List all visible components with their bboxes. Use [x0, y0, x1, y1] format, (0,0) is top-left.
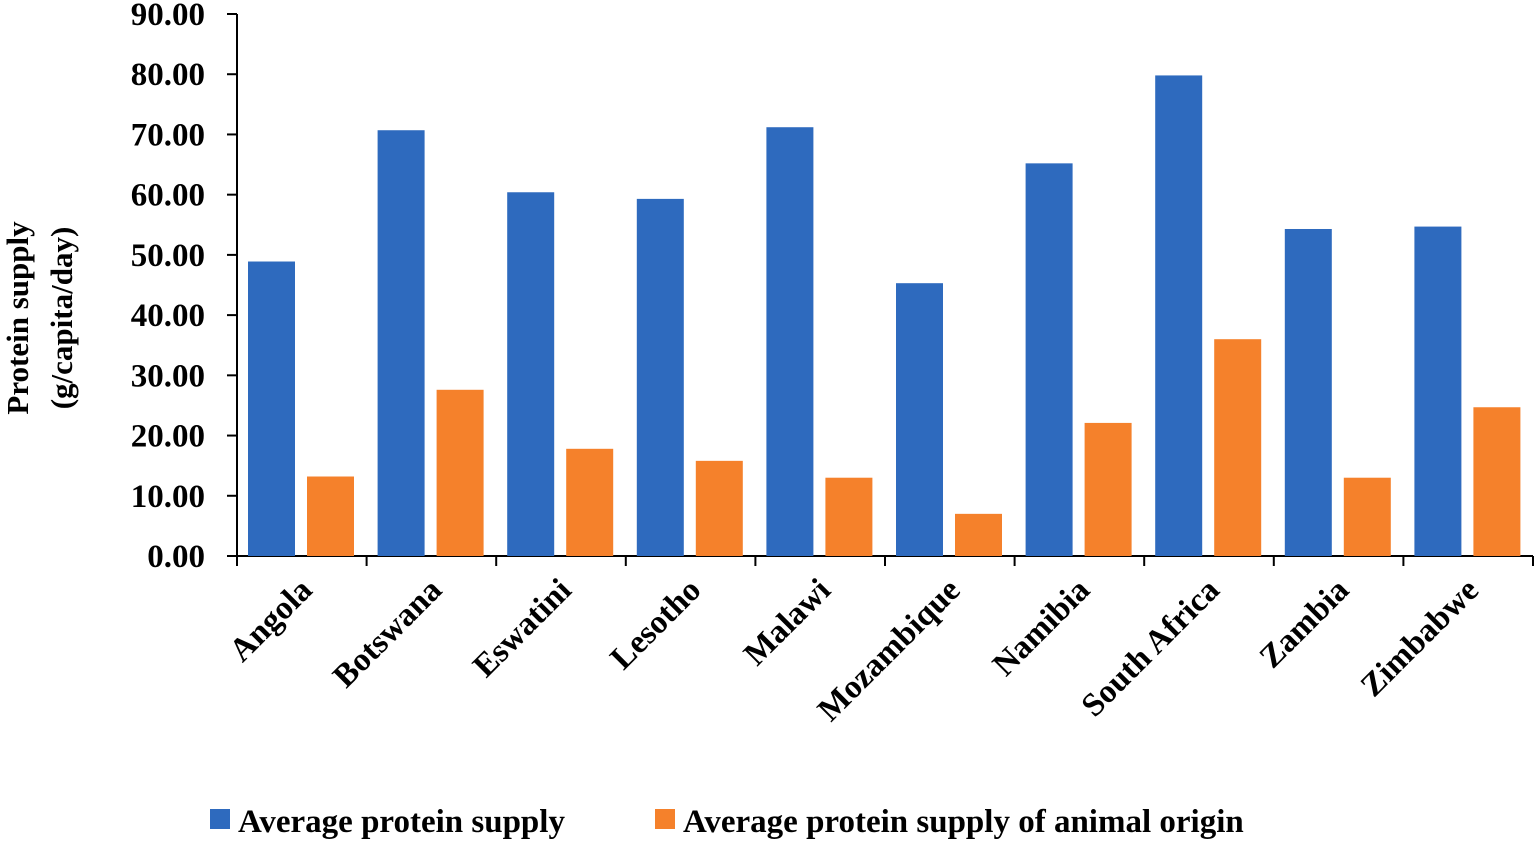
x-tick-label: Zimbabwe [1354, 572, 1486, 704]
bar-total [896, 283, 943, 556]
x-tick-label: Lesotho [604, 572, 709, 677]
bar-total [507, 192, 555, 556]
y-axis-title-line-2: (g/capita/day) [44, 227, 79, 410]
x-tick-label: Botswana [326, 572, 449, 695]
x-tick-label: Angola [223, 572, 320, 669]
bar-total [248, 261, 295, 556]
legend-swatch [655, 809, 675, 829]
y-tick-label: 70.00 [131, 117, 205, 153]
bar-total [377, 130, 425, 556]
y-axis-title-line-1: Protein supply [0, 221, 35, 415]
bar-total [1284, 228, 1332, 556]
y-tick-label: 20.00 [131, 419, 205, 455]
bar-animal [436, 389, 484, 556]
y-axis-title: Protein supply (g/capita/day) [0, 221, 79, 415]
y-tick-label: 40.00 [131, 298, 205, 334]
y-tick-label: 60.00 [131, 178, 205, 214]
y-tick-label: 30.00 [131, 358, 205, 394]
y-tick-label: 90.00 [131, 0, 205, 33]
bar-animal [307, 476, 354, 556]
bar-animal [1473, 407, 1521, 556]
y-tick-label: 10.00 [131, 479, 205, 515]
x-tick-label: South Africa [1075, 572, 1227, 724]
y-tick-label: 0.00 [147, 539, 205, 575]
x-tick-label: Eswatini [466, 572, 578, 684]
legend-label: Average protein supply [238, 804, 565, 840]
y-tick-label: 50.00 [131, 238, 205, 274]
bar-animal [1084, 422, 1132, 556]
bar-total [1414, 226, 1462, 556]
legend-swatch [210, 809, 230, 829]
bar-animal [1343, 477, 1391, 556]
x-tick-label: Malawi [737, 572, 838, 673]
bar-animal [566, 448, 614, 556]
bar-total [1155, 75, 1203, 556]
bar-total [636, 198, 684, 557]
bar-animal [955, 513, 1002, 556]
bar-animal [1214, 339, 1262, 556]
bar-animal [695, 460, 743, 556]
bar-total [766, 127, 814, 557]
legend-label: Average protein supply of animal origin [683, 804, 1244, 840]
bar-total [1025, 163, 1073, 556]
bar-animal [825, 477, 873, 556]
x-tick-label: Zambia [1253, 572, 1356, 675]
x-tick-label: Namibia [986, 572, 1097, 683]
y-tick-label: 80.00 [131, 57, 205, 93]
